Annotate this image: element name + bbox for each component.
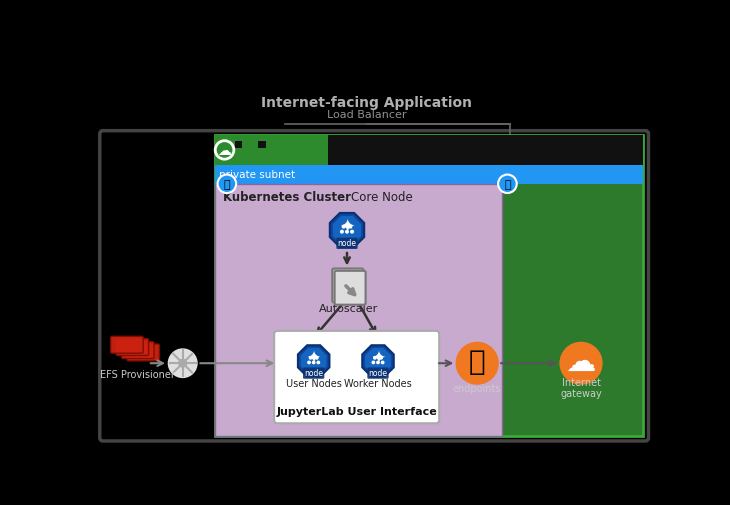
Circle shape [374,357,376,359]
FancyBboxPatch shape [111,336,143,353]
Text: ✦: ✦ [307,349,320,368]
Text: Kubernetes Cluster: Kubernetes Cluster [223,191,351,204]
Circle shape [317,361,320,364]
Text: Internet
gateway: Internet gateway [560,378,602,399]
Circle shape [382,361,384,364]
Circle shape [312,361,315,364]
Circle shape [346,230,348,233]
FancyBboxPatch shape [215,165,643,184]
FancyBboxPatch shape [334,271,366,305]
Circle shape [372,361,374,364]
Text: JupyterLab User Interface: JupyterLab User Interface [277,408,437,418]
Circle shape [179,360,187,367]
FancyBboxPatch shape [215,184,502,436]
FancyBboxPatch shape [100,131,648,441]
Text: node: node [337,239,356,248]
Circle shape [341,230,343,233]
Circle shape [351,230,353,233]
Text: 🛡: 🛡 [469,348,485,376]
Text: Core Node: Core Node [351,191,412,204]
FancyBboxPatch shape [258,141,266,148]
FancyBboxPatch shape [215,135,328,165]
Text: 🔒: 🔒 [223,180,230,189]
Circle shape [310,357,312,359]
Circle shape [377,361,379,364]
Circle shape [560,342,602,384]
Text: EFS Provisioner: EFS Provisioner [100,370,175,380]
Text: ☁: ☁ [218,144,231,158]
Circle shape [169,349,196,377]
Circle shape [342,225,345,228]
Circle shape [215,140,234,160]
FancyBboxPatch shape [127,344,159,361]
Text: ✦: ✦ [371,349,385,368]
FancyBboxPatch shape [215,135,643,436]
Text: private subnet: private subnet [219,170,295,180]
Text: Autoscaler: Autoscaler [319,304,378,314]
Text: ☁: ☁ [566,348,596,377]
Text: User Nodes: User Nodes [285,379,342,389]
Text: ✦: ✦ [339,219,355,237]
FancyBboxPatch shape [332,269,364,302]
Circle shape [349,225,352,228]
FancyBboxPatch shape [246,141,254,148]
Circle shape [218,175,237,193]
Text: node: node [304,369,323,378]
FancyBboxPatch shape [274,331,439,423]
FancyBboxPatch shape [269,141,277,148]
FancyBboxPatch shape [234,141,242,148]
Circle shape [380,357,383,359]
FancyBboxPatch shape [215,135,643,165]
Circle shape [315,357,318,359]
Text: 🔒: 🔒 [504,180,511,189]
Text: Internet-facing Application: Internet-facing Application [261,96,472,110]
Text: node: node [369,369,388,378]
Circle shape [308,361,310,364]
FancyBboxPatch shape [116,338,149,356]
Circle shape [456,342,498,384]
Circle shape [498,175,517,193]
Text: endpoints: endpoints [453,384,502,393]
Text: Worker Nodes: Worker Nodes [344,379,412,389]
FancyBboxPatch shape [121,342,154,359]
Text: Load Balancer: Load Balancer [326,110,406,120]
